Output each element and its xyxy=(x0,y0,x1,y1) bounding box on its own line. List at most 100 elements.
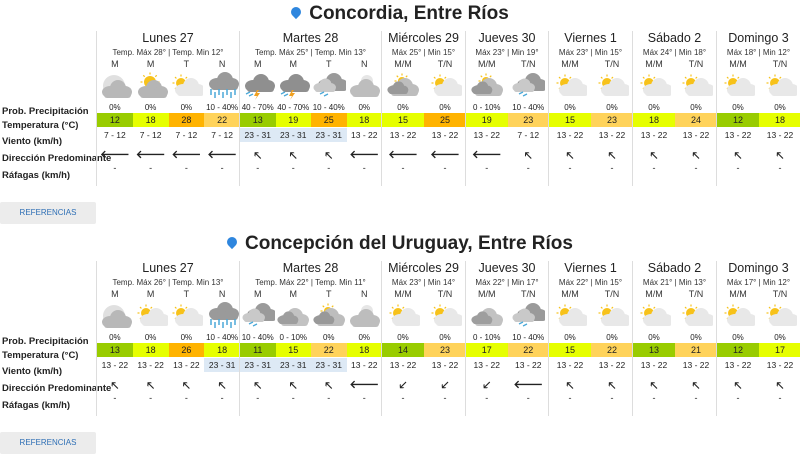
gusts: - xyxy=(401,393,405,403)
slot-label: T/N xyxy=(437,59,453,69)
wind-direction-west-icon: 🡐 xyxy=(100,149,130,161)
storm-light-weather-icon xyxy=(511,72,548,100)
sun-cloud-weather-icon xyxy=(721,302,757,330)
temperature-cell: 15 xyxy=(382,113,424,127)
gusts: - xyxy=(184,163,188,173)
slot-label: T/N xyxy=(604,59,620,69)
references-button[interactable]: REFERENCIAS xyxy=(0,432,96,454)
gusts: - xyxy=(327,163,331,173)
row-label: Viento (km/h) xyxy=(2,366,62,377)
day-column: Viernes 1 Máx 22° | Min 15° M/M 0% 15 13 - 22… xyxy=(548,261,633,416)
slot-label: T/N xyxy=(772,289,788,299)
storm-light-weather-icon xyxy=(312,72,348,100)
gusts: - xyxy=(736,163,740,173)
gusts: - xyxy=(526,163,530,173)
wind-direction-northwest-icon: 🡔 xyxy=(289,150,297,162)
slot-label: T/N xyxy=(688,289,704,299)
wind-speed: 13 - 22 xyxy=(389,130,417,140)
night-cloud-weather-icon xyxy=(347,72,381,100)
gusts: - xyxy=(291,393,295,403)
sun-cloud-weather-icon xyxy=(595,72,631,100)
wind-direction-west-icon: 🡐 xyxy=(171,149,202,161)
forecast-slot: T/N 10 - 40% 23 7 - 12 🡔 - xyxy=(507,59,549,186)
temperature-cell: 11 xyxy=(240,343,276,357)
wind-direction-west-icon: 🡐 xyxy=(135,149,166,161)
day-column: Martes 28 Temp. Máx 25° | Temp. Min 13° M 4… xyxy=(239,31,382,186)
day-column: Lunes 27 Temp. Máx 26° | Temp. Min 13° M 0%… xyxy=(96,261,240,416)
day-column: Jueves 30 Máx 22° | Min 17° M/M 0 - 10% 17 13… xyxy=(465,261,549,416)
sun-cloud-weather-icon xyxy=(763,72,799,100)
temperature-cell: 18 xyxy=(204,343,240,357)
forecast-slot: T/N 0% 21 13 - 22 🡔 - xyxy=(675,289,717,416)
row-label: Prob. Precipitación xyxy=(2,336,89,347)
slot-label: N xyxy=(218,289,226,299)
precipitation-prob: 0% xyxy=(564,333,576,342)
storm-weather-icon xyxy=(276,72,311,100)
wind-speed: 7 - 12 xyxy=(104,130,126,140)
wind-direction-northwest-icon: 🡔 xyxy=(325,150,333,162)
wind-direction-northwest-icon: 🡔 xyxy=(692,150,700,162)
forecast-slot: M/M 0 - 10% 17 13 - 22 🡗 - xyxy=(466,289,508,416)
storm-weather-icon xyxy=(241,72,275,100)
day-column: Lunes 27 Temp. Máx 28° | Temp. Min 12° M 0%… xyxy=(96,31,240,186)
wind-speed: 23 - 31 xyxy=(240,128,276,142)
slot-label: M xyxy=(146,289,155,299)
temperature-cell: 18 xyxy=(759,113,800,127)
precipitation-prob: 0% xyxy=(358,333,371,342)
slot-label: M xyxy=(146,59,155,69)
gusts: - xyxy=(736,393,740,403)
temperature-cell: 13 xyxy=(97,343,133,357)
references-button[interactable]: REFERENCIAS xyxy=(0,202,96,224)
slot-label: M/M xyxy=(561,289,579,299)
day-name: Martes 28 xyxy=(282,31,339,45)
forecast-slot: T/N 0% 24 13 - 22 🡔 - xyxy=(675,59,717,186)
slot-label: N xyxy=(218,59,226,69)
wind-direction-northwest-icon: 🡔 xyxy=(254,150,262,162)
day-column: Sábado 2 Máx 24° | Min 18° M/M 0% 18 13 - 22 🡔… xyxy=(632,31,717,186)
gusts: - xyxy=(362,163,366,173)
day-summary: Temp. Máx 28° | Temp. Min 12° xyxy=(112,48,224,57)
wind-direction-northwest-icon: 🡔 xyxy=(566,380,574,392)
precipitation-prob: 0% xyxy=(180,333,193,342)
precipitation-prob: 0% xyxy=(358,103,371,112)
forecast-slot: T 0% 22 23 - 31 🡔 - xyxy=(311,289,347,416)
day-summary: Máx 25° | Min 15° xyxy=(391,48,456,57)
wind-speed: 13 - 22 xyxy=(556,130,584,140)
temperature-cell: 14 xyxy=(382,343,424,357)
sun-cloud-weather-icon xyxy=(134,302,170,330)
wind-speed: 13 - 22 xyxy=(515,360,542,370)
row-label: Temperatura (°C) xyxy=(2,350,79,361)
precipitation-prob: 0% xyxy=(144,333,157,342)
slot-label: M/M xyxy=(729,59,747,69)
wind-speed: 7 - 12 xyxy=(139,130,162,140)
sun-cloud-weather-icon xyxy=(595,302,631,330)
gusts: - xyxy=(526,393,530,403)
day-name: Domingo 3 xyxy=(728,31,789,45)
slot-label: T xyxy=(326,59,332,69)
wind-direction-northwest-icon: 🡔 xyxy=(776,150,784,162)
location-title: Concepción del Uruguay, Entre Ríos xyxy=(0,233,800,255)
precipitation-prob: 10 - 40% xyxy=(241,333,274,342)
temperature-cell: 12 xyxy=(97,113,133,127)
day-summary: Temp. Máx 25° | Temp. Min 13° xyxy=(254,48,367,57)
wind-speed: 23 - 31 xyxy=(204,358,240,372)
forecast-slot: T 0% 28 7 - 12 🡐 - xyxy=(168,59,206,186)
forecast-slot: M/M 0% 15 13 - 22 🡔 - xyxy=(549,59,591,186)
moon-cloud-weather-icon xyxy=(98,302,132,330)
precipitation-prob: 0% xyxy=(774,333,786,342)
sun-cloud-weather-icon xyxy=(169,72,206,100)
cloud-sun-gray-weather-icon xyxy=(312,302,346,330)
forecast-slot: T/N 10 - 40% 22 13 - 22 🡐 - xyxy=(507,289,549,416)
day-column: Sábado 2 Máx 21° | Min 13° M/M 0% 13 13 - 22 🡔… xyxy=(632,261,717,416)
day-summary: Temp. Máx 26° | Temp. Min 13° xyxy=(112,278,224,287)
precipitation-prob: 0% xyxy=(180,103,193,112)
wind-direction-northwest-icon: 🡔 xyxy=(776,380,784,392)
day-column: Domingo 3 Máx 18° | Min 12° M/M 0% 12 13 - 22… xyxy=(716,31,800,186)
day-name: Lunes 27 xyxy=(142,31,194,45)
day-name: Viernes 1 xyxy=(564,261,617,275)
sun-cloud-weather-icon xyxy=(428,72,464,100)
temperature-cell: 22 xyxy=(204,113,240,127)
gusts: - xyxy=(327,393,331,403)
wind-direction-northwest-icon: 🡔 xyxy=(650,150,658,162)
wind-direction-west-icon: 🡐 xyxy=(349,379,380,391)
